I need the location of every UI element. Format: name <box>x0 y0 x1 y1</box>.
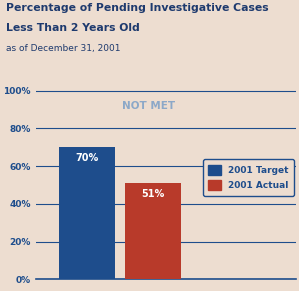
Text: Less Than 2 Years Old: Less Than 2 Years Old <box>6 23 140 33</box>
Bar <box>59 147 115 279</box>
Text: as of December 31, 2001: as of December 31, 2001 <box>6 44 120 53</box>
Text: 70%: 70% <box>75 153 98 163</box>
Text: 51%: 51% <box>141 189 165 199</box>
Bar <box>125 183 181 279</box>
Legend: 2001 Target, 2001 Actual: 2001 Target, 2001 Actual <box>203 159 294 196</box>
Text: Percentage of Pending Investigative Cases: Percentage of Pending Investigative Case… <box>6 3 269 13</box>
Text: NOT MET: NOT MET <box>121 101 175 111</box>
